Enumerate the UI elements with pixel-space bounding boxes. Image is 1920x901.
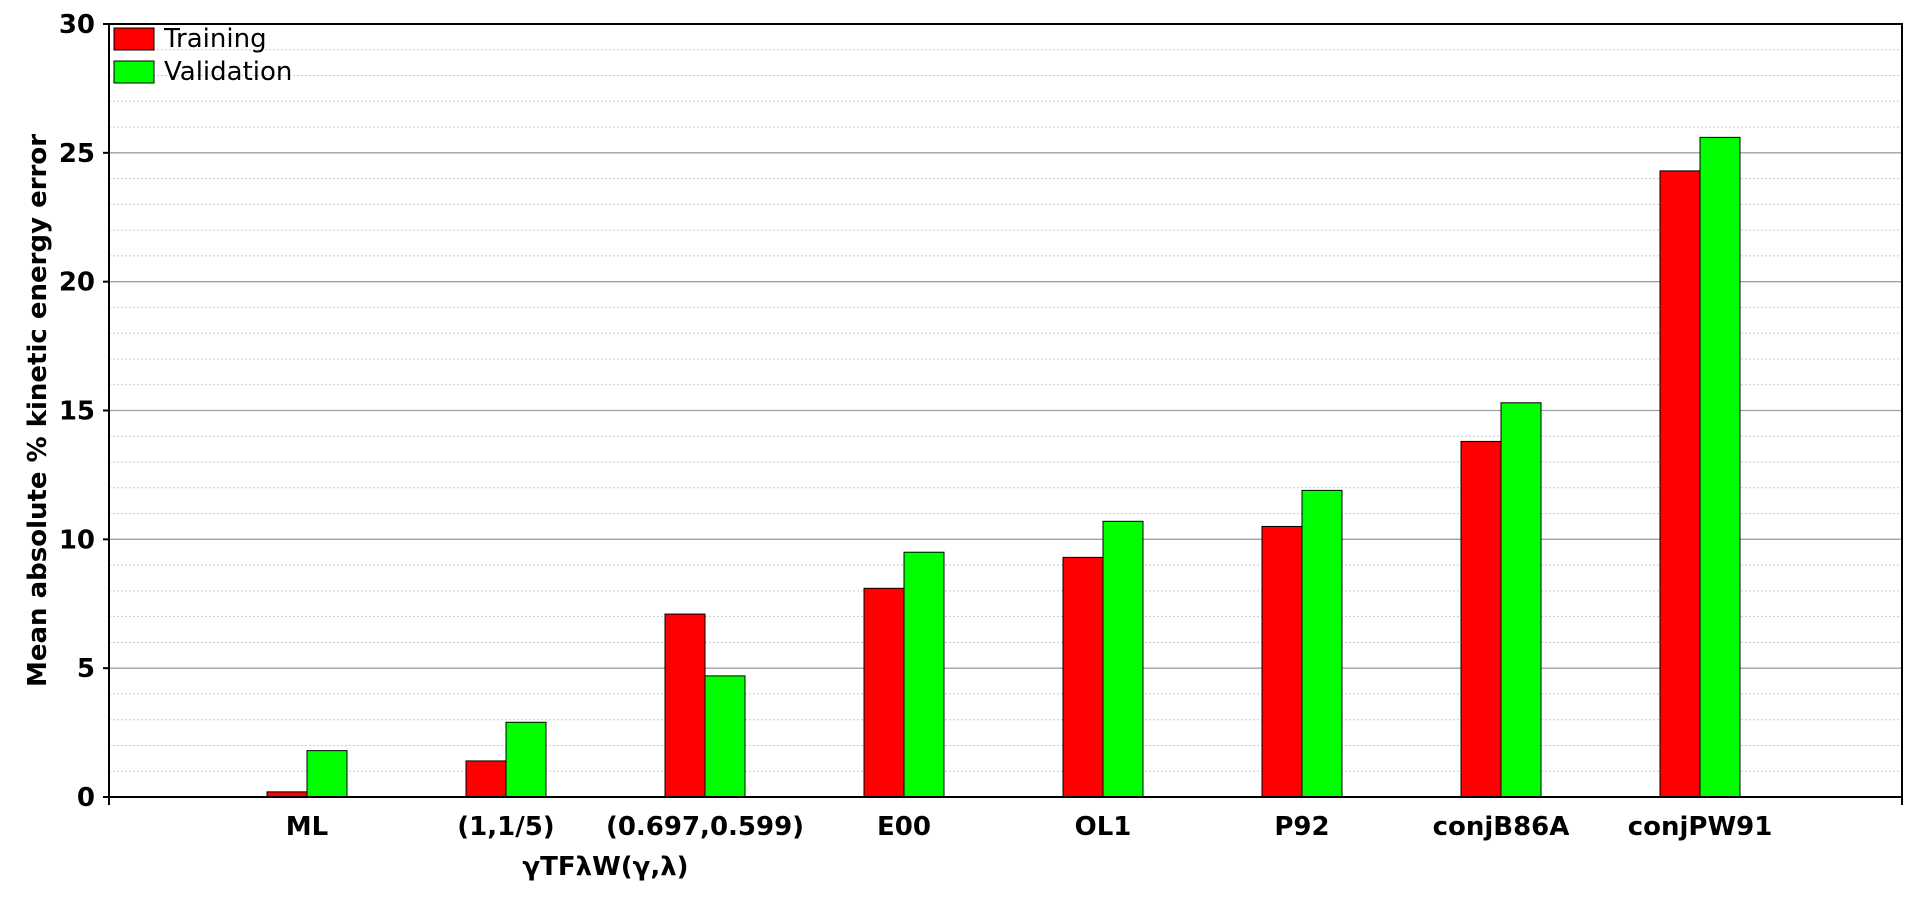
bar-training — [664, 613, 706, 798]
y-tick-label: 0 — [77, 783, 95, 813]
y-tick-label: 20 — [59, 268, 95, 298]
bar-validation — [903, 551, 945, 798]
legend-label-validation: Validation — [164, 57, 292, 87]
legend-swatch-training — [113, 27, 155, 51]
y-axis-label: Mean absolute % kinetic energy error — [23, 134, 53, 687]
y-tick-label: 10 — [59, 525, 95, 555]
bar-training — [1062, 556, 1104, 798]
y-tick-label: 5 — [77, 654, 95, 684]
x-tick-label: P92 — [1274, 812, 1329, 842]
x-axis: ML (1,1/5) (0.697,0.599) E00 OL1 P92 conjB86A c… — [108, 797, 1903, 882]
bars — [266, 136, 1741, 798]
bar-training — [1659, 170, 1701, 798]
bar-validation — [1102, 520, 1144, 798]
x-group-label: γTFλW(γ,λ) — [522, 852, 688, 882]
y-tick-label: 25 — [59, 139, 95, 169]
grid — [109, 49, 1902, 772]
x-tick-label: ML — [286, 812, 328, 842]
bar-training — [1261, 525, 1303, 798]
x-tick-label: conjPW91 — [1628, 812, 1773, 842]
bar-training — [1460, 440, 1502, 798]
x-tick-label: conjB86A — [1433, 812, 1570, 842]
y-axis: 0 5 10 15 20 25 30 — [59, 10, 109, 813]
bar-validation — [704, 675, 746, 798]
y-tick-label: 15 — [59, 397, 95, 427]
x-tick-label: (0.697,0.599) — [606, 812, 804, 842]
x-tick-label: OL1 — [1075, 812, 1132, 842]
bar-validation — [1500, 402, 1542, 798]
bar-training — [863, 587, 905, 798]
x-tick-label: E00 — [877, 812, 931, 842]
legend-swatch-validation — [113, 60, 155, 84]
bar-validation — [306, 750, 348, 798]
y-tick-label: 30 — [59, 10, 95, 40]
legend-label-training: Training — [163, 24, 267, 54]
bar-validation — [505, 721, 547, 798]
x-tick-label: (1,1/5) — [457, 812, 554, 842]
bar-validation — [1301, 489, 1343, 798]
bar-validation — [1699, 136, 1741, 798]
bar-training — [465, 760, 507, 798]
